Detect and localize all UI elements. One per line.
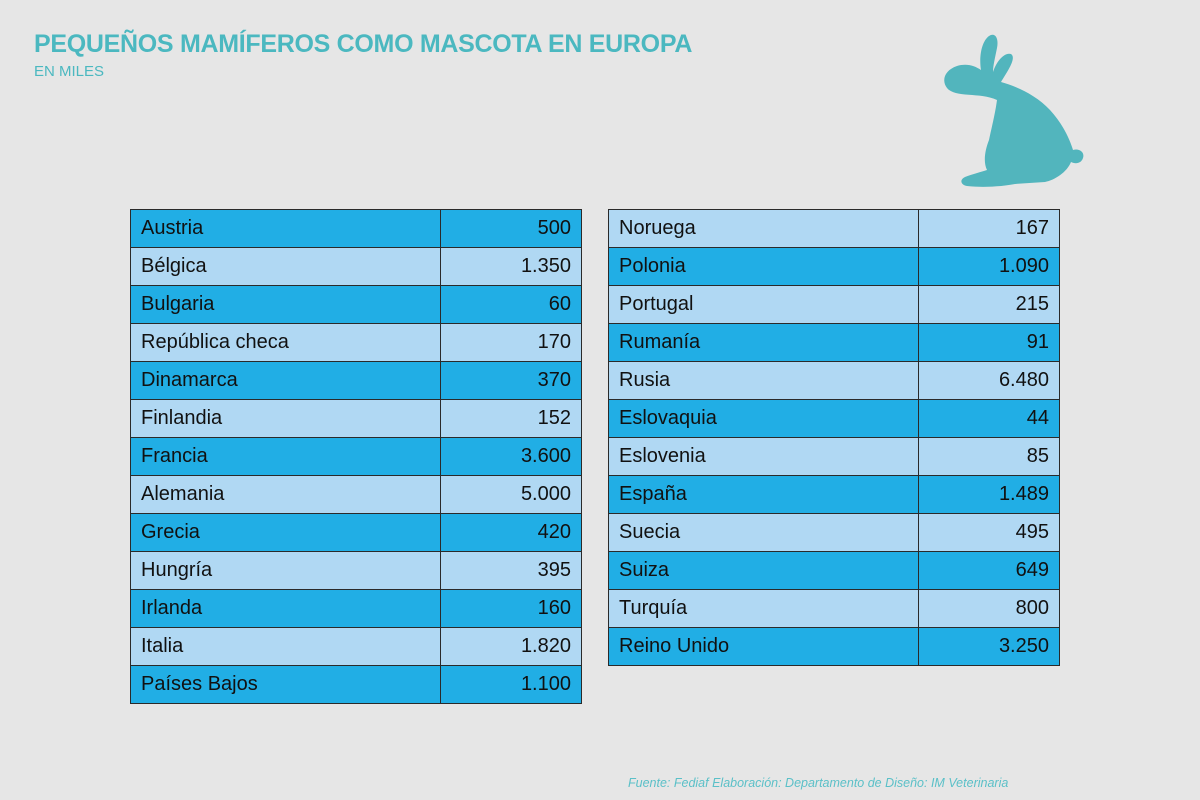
page-subtitle: EN MILES <box>34 63 105 80</box>
page-title: PEQUEÑOS MAMÍFEROS COMO MASCOTA EN EUROP… <box>34 30 693 58</box>
country-cell: Suecia <box>608 513 919 552</box>
country-cell: Irlanda <box>130 589 441 628</box>
value-cell: 1.090 <box>918 247 1060 286</box>
value-cell: 215 <box>918 285 1060 324</box>
value-cell: 3.600 <box>440 437 582 476</box>
table-row: Bélgica 1.350 <box>130 247 582 286</box>
table-row: Suecia 495 <box>608 513 1060 552</box>
country-cell: Países Bajos <box>130 665 441 704</box>
country-cell: Alemania <box>130 475 441 514</box>
country-cell: Reino Unido <box>608 627 919 666</box>
table-row: Eslovaquia 44 <box>608 399 1060 438</box>
table-row: Grecia 420 <box>130 513 582 552</box>
country-cell: República checa <box>130 323 441 362</box>
country-cell: Bélgica <box>130 247 441 286</box>
table-row: Noruega 167 <box>608 209 1060 248</box>
table-row: Turquía 800 <box>608 589 1060 628</box>
value-cell: 495 <box>918 513 1060 552</box>
value-cell: 649 <box>918 551 1060 590</box>
country-cell: Austria <box>130 209 441 248</box>
country-cell: Dinamarca <box>130 361 441 400</box>
table-row: Irlanda 160 <box>130 589 582 628</box>
country-cell: Italia <box>130 627 441 666</box>
value-cell: 167 <box>918 209 1060 248</box>
value-cell: 420 <box>440 513 582 552</box>
table-row: Rumanía 91 <box>608 323 1060 362</box>
table-row: República checa 170 <box>130 323 582 362</box>
country-cell: España <box>608 475 919 514</box>
table-row: Suiza 649 <box>608 551 1060 590</box>
value-cell: 1.489 <box>918 475 1060 514</box>
table-row: Finlandia 152 <box>130 399 582 438</box>
value-cell: 500 <box>440 209 582 248</box>
table-row: Alemania 5.000 <box>130 475 582 514</box>
value-cell: 395 <box>440 551 582 590</box>
table-row: Reino Unido 3.250 <box>608 627 1060 666</box>
country-cell: Francia <box>130 437 441 476</box>
country-cell: Hungría <box>130 551 441 590</box>
table-row: Rusia 6.480 <box>608 361 1060 400</box>
value-cell: 1.350 <box>440 247 582 286</box>
value-cell: 5.000 <box>440 475 582 514</box>
table-row: Países Bajos 1.100 <box>130 665 582 704</box>
table-row: Italia 1.820 <box>130 627 582 666</box>
country-cell: Rumanía <box>608 323 919 362</box>
value-cell: 800 <box>918 589 1060 628</box>
table-row: Polonia 1.090 <box>608 247 1060 286</box>
rabbit-icon <box>944 34 1084 187</box>
value-cell: 91 <box>918 323 1060 362</box>
table-row: Portugal 215 <box>608 285 1060 324</box>
value-cell: 6.480 <box>918 361 1060 400</box>
source-note: Fuente: Fediaf Elaboración: Departamento… <box>628 776 1009 790</box>
country-cell: Turquía <box>608 589 919 628</box>
value-cell: 85 <box>918 437 1060 476</box>
country-cell: Suiza <box>608 551 919 590</box>
data-table-right: Noruega 167 Polonia 1.090 Portugal 215 Rumanía… <box>608 209 1060 666</box>
table-row: Dinamarca 370 <box>130 361 582 400</box>
table-row: España 1.489 <box>608 475 1060 514</box>
table-row: Francia 3.600 <box>130 437 582 476</box>
country-cell: Portugal <box>608 285 919 324</box>
table-row: Bulgaria 60 <box>130 285 582 324</box>
value-cell: 160 <box>440 589 582 628</box>
value-cell: 44 <box>918 399 1060 438</box>
value-cell: 1.100 <box>440 665 582 704</box>
country-cell: Bulgaria <box>130 285 441 324</box>
country-cell: Eslovenia <box>608 437 919 476</box>
table-row: Eslovenia 85 <box>608 437 1060 476</box>
table-row: Hungría 395 <box>130 551 582 590</box>
value-cell: 1.820 <box>440 627 582 666</box>
country-cell: Grecia <box>130 513 441 552</box>
value-cell: 170 <box>440 323 582 362</box>
country-cell: Eslovaquia <box>608 399 919 438</box>
value-cell: 60 <box>440 285 582 324</box>
value-cell: 152 <box>440 399 582 438</box>
value-cell: 370 <box>440 361 582 400</box>
country-cell: Polonia <box>608 247 919 286</box>
country-cell: Rusia <box>608 361 919 400</box>
country-cell: Finlandia <box>130 399 441 438</box>
data-table-left: Austria 500 Bélgica 1.350 Bulgaria 60 Repúblic… <box>130 209 582 704</box>
table-row: Austria 500 <box>130 209 582 248</box>
country-cell: Noruega <box>608 209 919 248</box>
value-cell: 3.250 <box>918 627 1060 666</box>
